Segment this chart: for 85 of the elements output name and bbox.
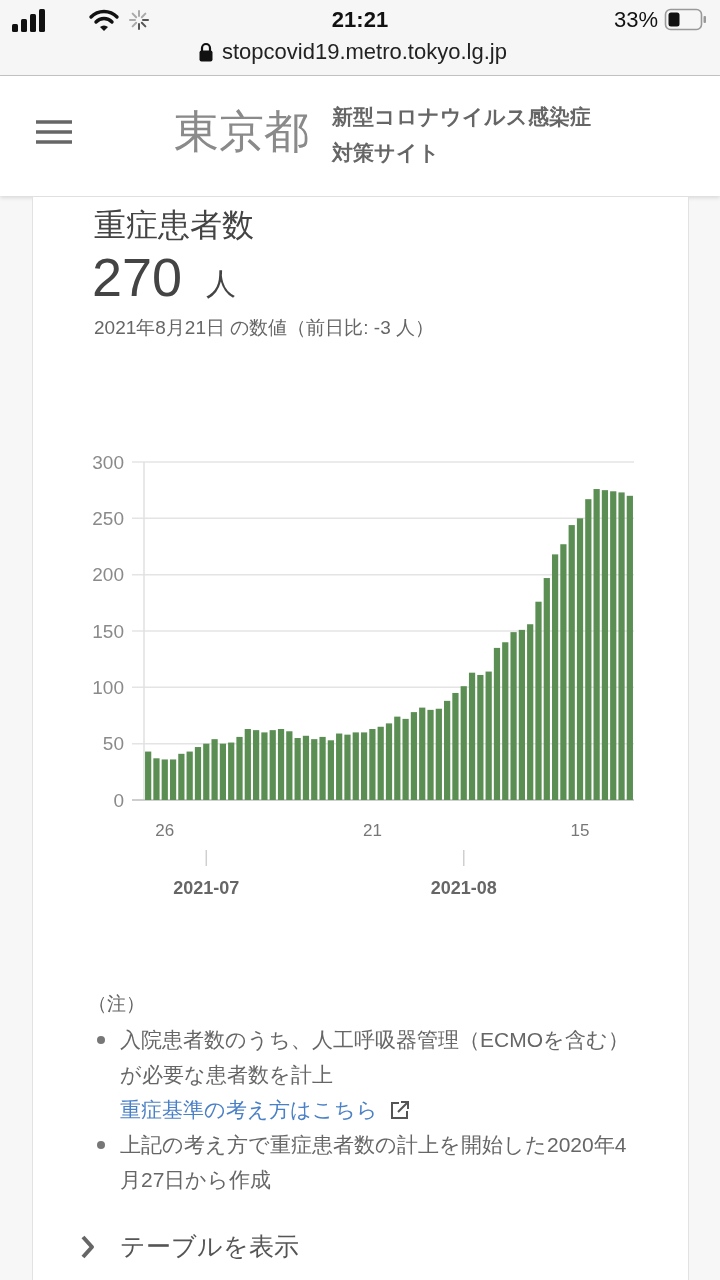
text: 270 bbox=[92, 246, 183, 309]
bar bbox=[319, 736, 326, 800]
text: 東京都 bbox=[174, 105, 309, 159]
x-tick-label: 21 bbox=[362, 820, 382, 840]
bar bbox=[402, 718, 409, 800]
bar bbox=[194, 747, 202, 800]
text: 入院患者数のうち、人工呼吸器管理（ECMOを含む）が必要な患者数を計上 bbox=[120, 1027, 630, 1088]
y-tick-label: 0 bbox=[113, 789, 124, 811]
bar bbox=[618, 492, 625, 800]
text: 新型コロナウイルス感染症対策サイト bbox=[332, 104, 592, 166]
text: 2021年8月21日 の数値（前日比: -3 人） bbox=[94, 317, 434, 340]
text: 上記の考え方で重症患者数の計上を開始した2020年4月27日から作成 bbox=[120, 1132, 628, 1193]
bar bbox=[427, 709, 434, 800]
bar bbox=[302, 735, 310, 800]
x2-tick-label: 2021-08 bbox=[430, 878, 497, 898]
y-tick-label: 50 bbox=[102, 733, 124, 755]
bar bbox=[576, 518, 584, 800]
chart-title: 重症患者数 bbox=[94, 206, 254, 245]
bar bbox=[352, 732, 359, 800]
bar bbox=[585, 499, 592, 800]
bar bbox=[460, 686, 467, 800]
bar bbox=[444, 700, 451, 800]
bar bbox=[610, 491, 617, 800]
bar bbox=[186, 751, 193, 800]
bar bbox=[344, 734, 351, 800]
bar bbox=[543, 578, 550, 800]
bar bbox=[435, 708, 442, 800]
bar bbox=[601, 490, 609, 800]
bar bbox=[253, 730, 260, 800]
bar bbox=[360, 732, 368, 800]
bar bbox=[385, 723, 393, 800]
bar bbox=[493, 647, 501, 800]
y-tick-label: 200 bbox=[92, 564, 124, 586]
y-tick-label: 250 bbox=[92, 507, 124, 529]
bar bbox=[219, 743, 227, 800]
bar bbox=[145, 751, 152, 800]
x2-tick-label: 2021-07 bbox=[173, 878, 240, 898]
text: 重症基準の考え方はこちら bbox=[120, 1097, 378, 1123]
text: テーブルを表示 bbox=[120, 1231, 299, 1261]
bar bbox=[626, 495, 633, 800]
bar bbox=[593, 489, 600, 800]
bar bbox=[269, 730, 276, 800]
bar bbox=[394, 716, 401, 800]
bar bbox=[551, 554, 559, 800]
bar bbox=[261, 732, 268, 800]
x-tick-label: 26 bbox=[155, 820, 175, 840]
x-tick-label: 15 bbox=[570, 820, 590, 840]
bar bbox=[294, 738, 301, 800]
bar bbox=[236, 736, 243, 800]
text: stopcovid19.metro.tokyo.lg.jp bbox=[222, 39, 507, 66]
bar bbox=[485, 671, 492, 800]
bar bbox=[518, 629, 525, 800]
bar bbox=[244, 729, 251, 800]
bar bbox=[161, 759, 168, 800]
bar bbox=[327, 740, 334, 800]
bar bbox=[377, 726, 384, 800]
bar bbox=[502, 642, 509, 800]
bar bbox=[477, 674, 484, 800]
bar bbox=[178, 753, 185, 800]
bar bbox=[419, 707, 426, 800]
text: 21:21 bbox=[331, 7, 389, 32]
y-tick-label: 150 bbox=[92, 620, 124, 642]
bar bbox=[568, 525, 575, 800]
bar bbox=[510, 632, 517, 800]
text: 人 bbox=[206, 266, 236, 302]
bar bbox=[228, 742, 235, 800]
text: （注） bbox=[88, 992, 146, 1016]
y-tick-label: 100 bbox=[92, 676, 124, 698]
bar bbox=[286, 731, 293, 800]
bar bbox=[311, 739, 318, 800]
bar bbox=[203, 743, 210, 800]
bar bbox=[535, 601, 542, 800]
bar bbox=[410, 712, 418, 800]
bar bbox=[452, 692, 459, 800]
bar bbox=[369, 729, 376, 800]
bar bbox=[277, 729, 285, 800]
bar bbox=[560, 544, 567, 800]
y-tick-label: 300 bbox=[92, 451, 124, 473]
bar bbox=[153, 758, 160, 800]
bar bbox=[527, 624, 534, 800]
bar bbox=[336, 733, 343, 800]
bar bbox=[468, 672, 476, 800]
bar bbox=[211, 739, 218, 800]
bar bbox=[169, 759, 177, 800]
text: 33% bbox=[613, 7, 658, 34]
